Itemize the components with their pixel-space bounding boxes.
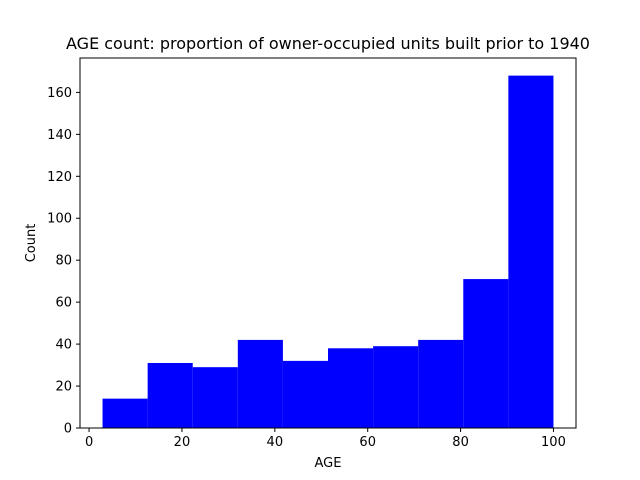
y-axis-label: Count [24, 224, 39, 263]
y-tick-label: 160 [47, 86, 72, 101]
histogram-bar-7 [373, 346, 419, 428]
x-tick-label: 20 [174, 435, 191, 450]
chart-title: AGE count: proportion of owner-occupied … [66, 34, 590, 53]
y-tick-label: 80 [55, 254, 72, 269]
histogram-bar-10 [508, 75, 554, 428]
x-tick-label: 40 [267, 435, 284, 450]
y-tick-label: 40 [55, 338, 72, 353]
x-axis-label: AGE [315, 456, 342, 471]
histogram-bar-8 [418, 339, 464, 428]
histogram-bar-6 [328, 348, 374, 428]
y-tick-label: 100 [47, 212, 72, 227]
histogram-bar-4 [237, 339, 283, 428]
y-tick-label: 60 [55, 296, 72, 311]
histogram-bar-9 [463, 279, 509, 428]
x-tick-label: 0 [85, 435, 93, 450]
histogram-bar-3 [192, 367, 238, 428]
y-axis-ticks: 0 20 40 60 80 100 120 140 160 [47, 86, 80, 437]
y-tick-label: 20 [55, 380, 72, 395]
y-tick-label: 140 [47, 128, 72, 143]
x-tick-label: 100 [541, 435, 566, 450]
plot-frame [79, 57, 577, 429]
histogram-bar-2 [147, 362, 193, 428]
histogram-bar-1 [102, 398, 148, 428]
y-tick-label: 0 [64, 422, 72, 437]
bars-group [102, 75, 554, 428]
x-tick-label: 60 [359, 435, 376, 450]
histogram-bar-5 [282, 360, 328, 428]
x-axis-ticks: 0 20 40 60 80 100 [85, 428, 566, 450]
x-tick-label: 80 [452, 435, 469, 450]
y-tick-label: 120 [47, 170, 72, 185]
